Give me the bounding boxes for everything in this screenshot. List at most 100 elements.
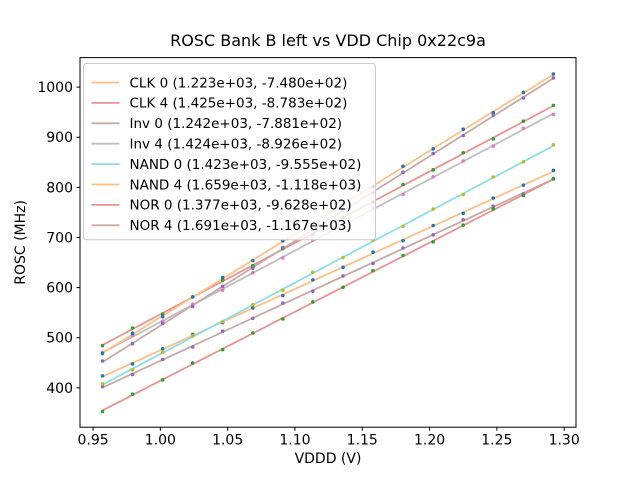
data-point	[341, 255, 345, 260]
data-point	[220, 329, 225, 333]
data-point	[100, 382, 105, 386]
data-point	[251, 258, 255, 263]
data-point	[100, 351, 105, 356]
data-point	[491, 113, 496, 117]
data-point	[461, 150, 466, 155]
data-point	[100, 343, 105, 348]
data-point	[281, 245, 285, 250]
data-point	[371, 250, 375, 255]
data-point	[371, 261, 375, 266]
data-point	[281, 288, 285, 293]
data-point	[551, 177, 556, 181]
data-point	[431, 223, 435, 228]
data-point	[251, 263, 255, 268]
axis-ticks: 0.95 1.00 1.05 1.10 1.15 1.20 1.25 1.30 400 500 60…	[37, 80, 579, 449]
y-tick-label: 900	[46, 130, 73, 146]
data-point	[401, 170, 405, 175]
data-point	[251, 331, 255, 335]
data-point	[220, 275, 225, 280]
series-clk-0	[101, 170, 555, 378]
data-point	[431, 207, 435, 211]
data-point	[220, 288, 225, 292]
legend-item-label: NOR 4 (1.691e+03, -1.167e+03)	[130, 218, 352, 234]
data-point	[100, 359, 105, 363]
data-point	[551, 168, 556, 173]
data-point	[220, 347, 225, 352]
data-point	[401, 246, 405, 250]
data-point	[251, 271, 255, 275]
data-point	[491, 196, 496, 200]
data-point	[341, 274, 345, 278]
y-axis-label: ROSC (MHz)	[13, 200, 29, 285]
data-point	[251, 302, 255, 307]
data-point	[521, 119, 526, 123]
legend-item-clk-0: CLK 0 (1.223e+03, -7.480e+02)	[91, 75, 348, 91]
data-point	[431, 168, 435, 172]
data-point	[521, 193, 526, 198]
data-point	[281, 256, 285, 260]
x-tick-label: 1.05	[212, 433, 243, 449]
data-point	[371, 268, 375, 273]
legend-item-label: CLK 0 (1.223e+03, -7.480e+02)	[130, 75, 348, 91]
data-point	[461, 217, 466, 222]
data-point	[220, 278, 225, 282]
data-point	[251, 306, 255, 310]
data-point	[251, 266, 255, 271]
data-point	[401, 182, 405, 187]
data-point	[491, 144, 496, 148]
data-point	[251, 316, 255, 321]
data-point	[551, 76, 556, 80]
data-point	[461, 223, 466, 227]
data-point	[100, 409, 105, 414]
data-point	[281, 317, 285, 321]
data-point	[311, 300, 315, 304]
legend-item-nor-0: NOR 0 (1.377e+03, -9.628e+02)	[91, 198, 352, 214]
data-point	[190, 361, 195, 365]
legend-item-label: NOR 0 (1.377e+03, -9.628e+02)	[130, 198, 352, 214]
data-point	[491, 207, 496, 211]
legend: CLK 0 (1.223e+03, -7.480e+02) CLK 4 (1.42…	[83, 63, 376, 241]
x-tick-label: 1.15	[347, 433, 378, 449]
data-point	[130, 341, 135, 346]
data-point	[311, 289, 315, 294]
data-point	[401, 192, 405, 197]
data-point	[461, 127, 466, 132]
data-point	[281, 301, 285, 305]
data-point	[521, 126, 526, 131]
data-point	[551, 112, 556, 117]
x-tick-label: 0.95	[77, 433, 108, 449]
data-point	[130, 372, 135, 377]
data-point	[431, 240, 435, 244]
x-tick-label: 1.20	[414, 433, 445, 449]
data-point	[190, 295, 195, 299]
data-point	[160, 378, 165, 382]
data-point	[220, 319, 225, 324]
data-point	[461, 159, 466, 163]
data-point	[130, 362, 135, 366]
data-point	[401, 224, 405, 229]
y-tick-label: 600	[46, 281, 73, 297]
legend-box	[83, 63, 376, 241]
data-point	[461, 133, 466, 138]
x-tick-label: 1.30	[549, 433, 580, 449]
data-point	[130, 368, 135, 372]
plot-frame	[79, 57, 577, 428]
legend-item-label: Inv 0 (1.242e+03, -7.881e+02)	[130, 116, 343, 132]
legend-item-label: Inv 4 (1.424e+03, -8.926e+02)	[130, 137, 343, 153]
legend-item-label: NAND 4 (1.659e+03, -1.118e+03)	[130, 177, 362, 193]
data-point	[521, 160, 526, 164]
data-point	[160, 314, 165, 319]
legend-item-label: NAND 0 (1.423e+03, -9.555e+02)	[130, 157, 362, 173]
data-point	[311, 270, 315, 275]
legend-item-nor-4: NOR 4 (1.691e+03, -1.167e+03)	[91, 218, 352, 234]
data-point	[491, 137, 496, 141]
data-point	[341, 265, 345, 270]
data-point	[160, 321, 165, 326]
series-points-nor-0	[100, 177, 556, 414]
data-point	[341, 285, 345, 290]
data-point	[431, 147, 435, 151]
series-nand-0	[101, 144, 555, 386]
data-point	[461, 192, 466, 197]
